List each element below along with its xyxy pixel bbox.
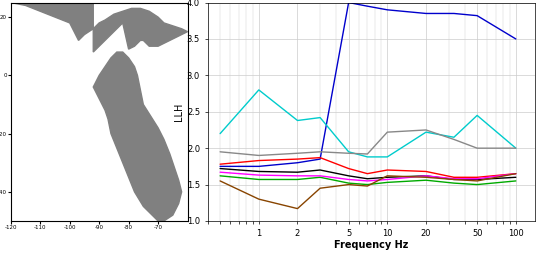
X-axis label: Frequency Hz: Frequency Hz	[334, 240, 408, 250]
Polygon shape	[93, 52, 181, 221]
Polygon shape	[11, 3, 187, 52]
Y-axis label: LLH: LLH	[174, 103, 184, 121]
